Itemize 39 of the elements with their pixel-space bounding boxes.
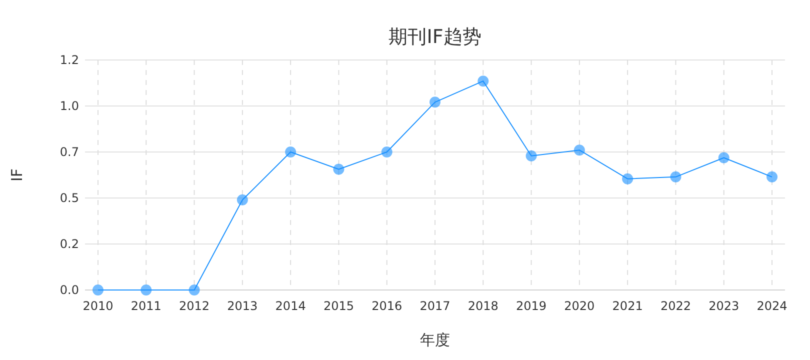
point [766,171,778,182]
x-tick-label: 2014 [275,299,306,313]
point [140,284,152,296]
point [574,144,585,156]
x-tick-label: 2019 [516,299,547,313]
point [478,76,489,87]
point [236,194,248,206]
y-tick-label: 0.5 [60,191,79,205]
y-tick-label: 0.7 [60,145,79,159]
y-tick-label: 0.2 [60,237,79,251]
y-axis-title: IF [8,168,26,182]
point [285,146,296,158]
point [188,284,200,296]
point [381,146,392,158]
y-tick-label: 0.0 [60,283,79,297]
point [92,284,104,296]
point [670,171,682,182]
x-tick-label: 2011 [130,299,162,313]
x-tick-label: 2012 [179,299,210,313]
point [333,164,344,175]
chart-title: 期刊IF趋势 [388,26,482,48]
x-tick-label: 2015 [323,299,354,313]
y-tick-label: 1.2 [60,53,79,67]
x-tick-label: 2018 [468,299,498,313]
x-axis-title: 年度 [420,331,450,349]
x-tick-label: 2024 [756,299,788,313]
point [430,96,440,108]
x-tick-label: 2022 [660,299,691,313]
x-tick-label: 2013 [227,299,258,313]
point [526,150,537,162]
x-tick-label: 2021 [612,299,643,313]
x-tick-label: 2010 [82,299,114,313]
point [622,173,634,184]
x-tick-label: 2020 [564,299,595,313]
x-tick-label: 2023 [708,299,740,313]
point [718,152,730,164]
y-tick-label: 1.0 [60,99,79,113]
x-tick-label: 2017 [420,299,450,313]
x-tick-label: 2016 [372,299,402,313]
